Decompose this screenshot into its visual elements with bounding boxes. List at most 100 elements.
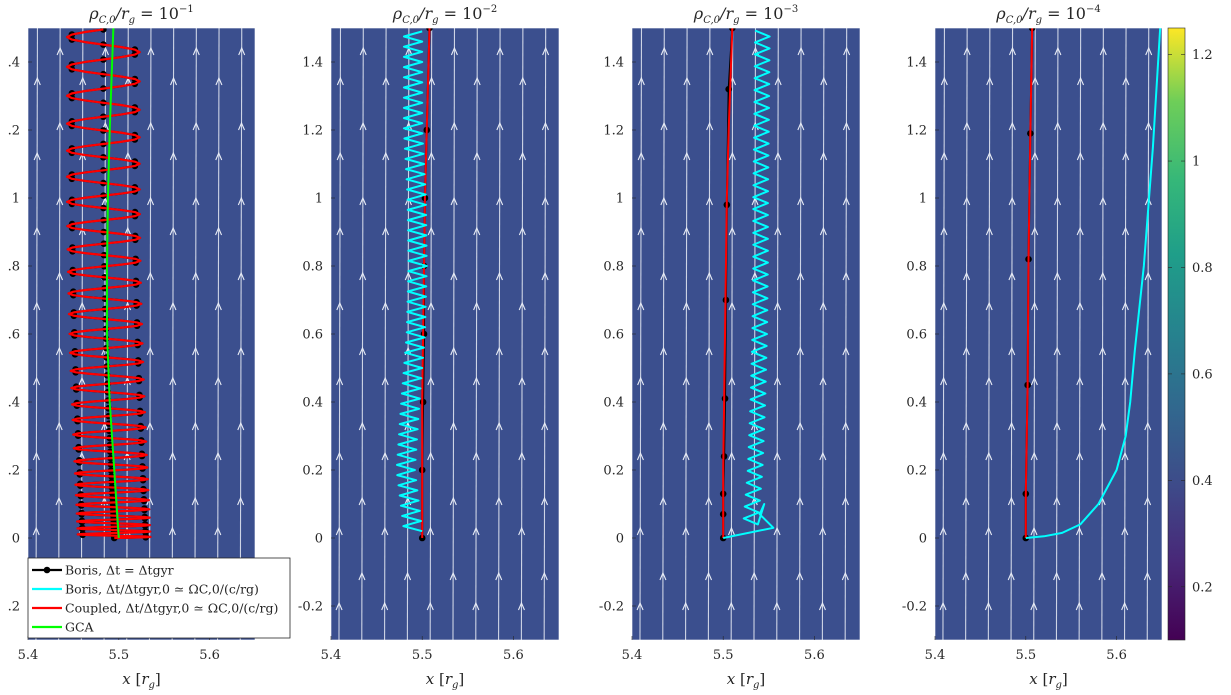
x-tick-label: 5.4 [622, 648, 643, 663]
x-tick-label: 5.6 [804, 648, 825, 663]
series-ff0000-1 [65, 28, 152, 540]
streamline-arrow [659, 571, 667, 581]
y-tick-label: -0.2 [298, 600, 323, 615]
streamline-arrow [940, 76, 948, 86]
streamline-arrow [170, 76, 178, 86]
streamline [1078, 28, 1082, 640]
streamline-arrow [985, 226, 993, 236]
streamline-arrow [336, 376, 344, 386]
streamline-arrow [427, 226, 435, 236]
streamline-arrow [1121, 526, 1129, 536]
streamline [429, 28, 433, 640]
streamline-arrow [1007, 496, 1015, 506]
streamline-arrow [1121, 301, 1129, 311]
panel-3: 5.4 5.5 5.6-0.200.20.40.60.811.21.4x [rg]ρ… [599, 4, 861, 691]
streamline-arrow [449, 571, 457, 581]
streamline [543, 28, 547, 640]
streamline-arrow [1031, 226, 1039, 236]
streamline-arrow [473, 151, 481, 161]
streamline [707, 28, 711, 640]
streamline-arrow [939, 451, 947, 461]
streamline [987, 28, 991, 640]
streamline-arrow [192, 271, 200, 281]
series-ff0000-1 [722, 28, 734, 538]
x-axis-label-bracket-end: ] [458, 670, 464, 688]
plot-area [636, 28, 851, 640]
streamline-arrow [773, 451, 781, 461]
streamline-arrow [1076, 151, 1084, 161]
streamline-arrow [404, 271, 412, 281]
streamline-arrow [215, 76, 223, 86]
streamline-arrow [1075, 526, 1083, 536]
streamline-arrow [541, 196, 549, 206]
streamline-arrow [450, 271, 458, 281]
streamline-arrow [427, 151, 435, 161]
streamline-arrow [660, 46, 668, 56]
streamline-arrow [427, 376, 435, 386]
streamlines [939, 28, 1153, 640]
streamline-arrow [55, 421, 63, 431]
x-axis-label-sub: g [149, 680, 155, 691]
streamline-arrow [660, 121, 668, 131]
streamline-arrow [1144, 421, 1152, 431]
y-tick-label: -0.2 [599, 600, 624, 615]
streamline-arrow [750, 571, 758, 581]
streamline-arrow [335, 526, 343, 536]
streamline-arrow [1053, 496, 1061, 506]
streamline-arrow [169, 451, 177, 461]
streamline-arrow [751, 421, 759, 431]
colorbar: 0.2 0.4 0.6 0.8 1 1.2 [1167, 27, 1213, 641]
streamline-arrow [79, 151, 87, 161]
streamline [1146, 28, 1150, 640]
streamline-arrow [518, 301, 526, 311]
streamline-arrow [496, 121, 504, 131]
streamline-arrow [985, 376, 993, 386]
legend-label: Boris, Δt/Δtgyr,0 ≃ ΩC,0/(c/rg) [65, 582, 259, 597]
streamline [35, 28, 38, 640]
x-tick-label: 5.6 [503, 648, 524, 663]
x-axis-label: x [rg] [727, 670, 766, 691]
streamline-arrow [659, 346, 667, 356]
legend-marker [43, 566, 51, 574]
streamline-arrow [1030, 451, 1038, 461]
streamline-arrow [682, 601, 690, 611]
streamline-arrow [660, 271, 668, 281]
streamline-arrow [940, 376, 948, 386]
streamline [730, 28, 734, 640]
streamline-arrow [496, 46, 504, 56]
streamline-arrow [728, 301, 736, 311]
streamline-arrow [472, 601, 480, 611]
streamline-arrow [1031, 151, 1039, 161]
streamline-arrow [940, 226, 948, 236]
title-eq: = 10 [439, 4, 483, 23]
streamline-arrow [358, 571, 366, 581]
colorbar-gradient [1167, 27, 1186, 641]
x-axis-label-bracket: [ [434, 670, 445, 688]
y-tick-label: 1 [315, 192, 323, 207]
streamline-arrow [842, 121, 850, 131]
streamline-arrow [519, 76, 527, 86]
streamline-arrow [146, 271, 154, 281]
x-tick-label: 5.4 [321, 648, 342, 663]
streamline-arrow [79, 76, 87, 86]
streamline-arrow [78, 376, 86, 386]
streamline-arrow [382, 226, 390, 236]
y-tick-label: 0.2 [302, 464, 323, 479]
trajectory-line [723, 29, 775, 539]
streamline-arrow [427, 301, 435, 311]
streamline-arrow [191, 421, 199, 431]
title-sub2: g [432, 15, 438, 26]
streamline-arrow [404, 196, 412, 206]
panel-2: 5.4 5.5 5.6-0.200.20.40.60.811.21.4x [rg]ρ… [298, 4, 560, 691]
streamline-arrow [381, 376, 389, 386]
y-tick-label: 0.4 [603, 396, 624, 411]
y-tick-label: 0.2 [906, 464, 927, 479]
streamline-arrow [705, 421, 713, 431]
streamline-arrow [382, 76, 390, 86]
streamline-arrow [1076, 451, 1084, 461]
title-rho: ρ [88, 4, 99, 23]
x-tick-label: 5.5 [108, 648, 129, 663]
trajectory-line [1025, 28, 1162, 539]
streamline-arrow [728, 151, 736, 161]
title-exp: −4 [1086, 4, 1101, 15]
